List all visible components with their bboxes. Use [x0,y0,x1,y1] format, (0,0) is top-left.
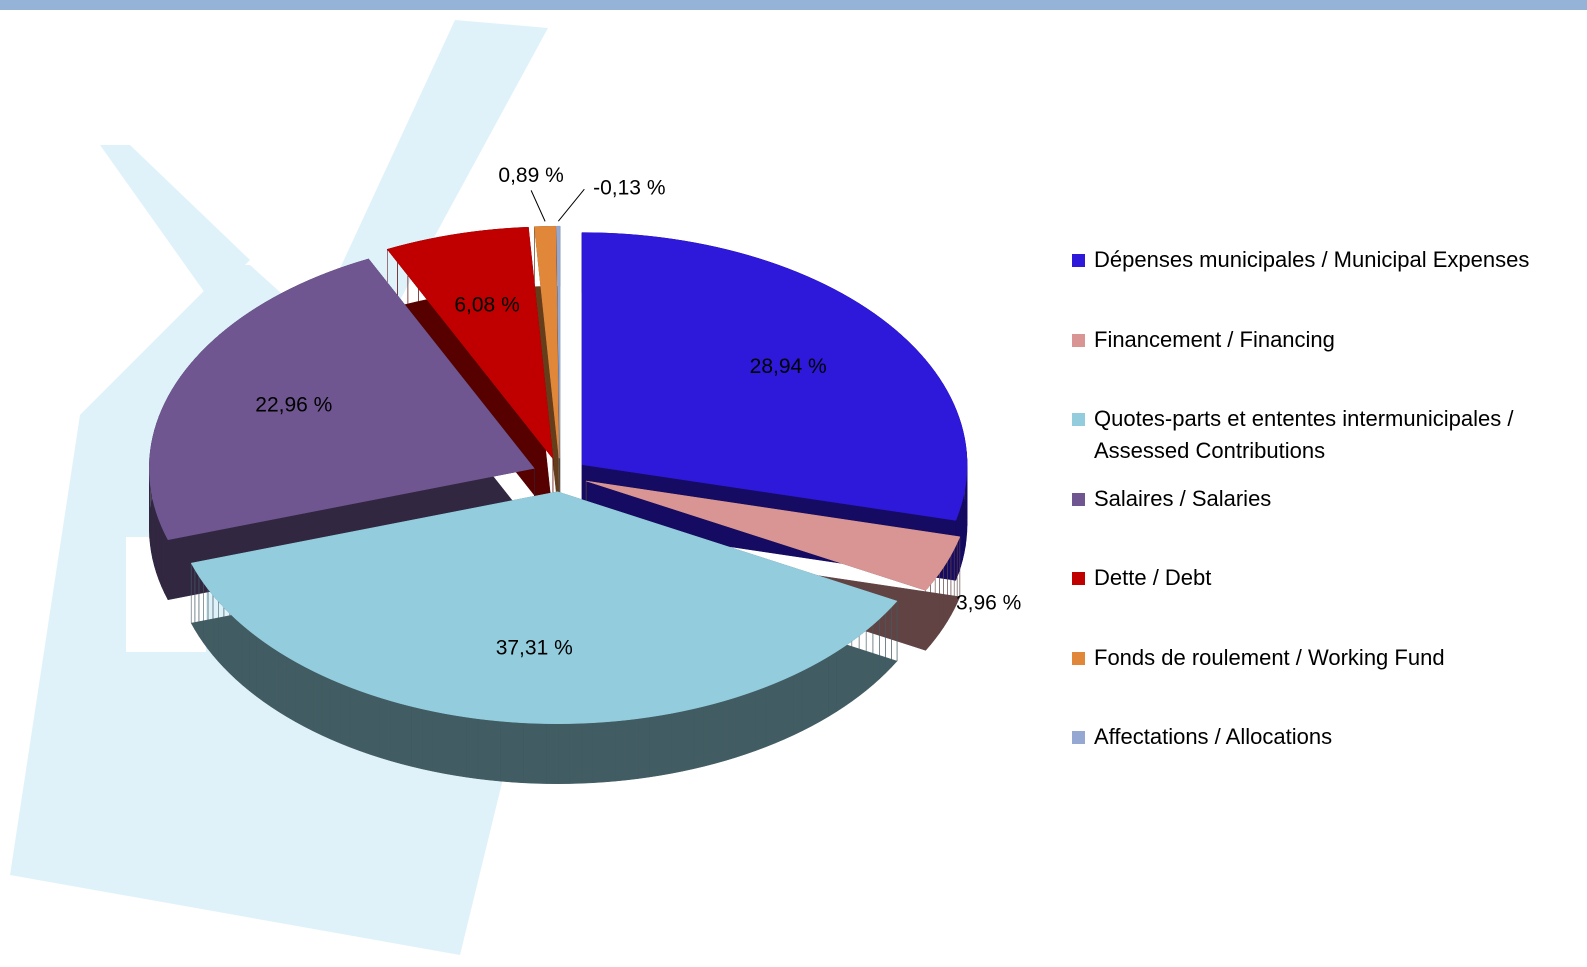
data-label: 3,96 % [956,592,1021,615]
legend-item: Quotes-parts et ententes intermunicipale… [1072,403,1572,467]
legend-swatch [1072,334,1085,347]
legend-swatch [1072,413,1085,426]
page: 28,94 % 3,96 % 37,31 % 22,96 % 6,08 % 0,89 % -… [0,0,1587,967]
legend-swatch [1072,652,1085,665]
data-label: 6,08 % [454,294,519,317]
data-label: 22,96 % [255,394,332,417]
legend-item: Financement / Financing [1072,324,1572,356]
data-label: 0,89 % [498,164,563,187]
legend-label: Salaires / Salaries [1094,486,1271,511]
legend-swatch [1072,493,1085,506]
legend-item: Affectations / Allocations [1072,721,1572,753]
legend-swatch [1072,731,1085,744]
legend-item: Salaires / Salaries [1072,483,1572,515]
legend-label: Financement / Financing [1094,327,1335,352]
legend-item: Dette / Debt [1072,562,1572,594]
data-label: 37,31 % [496,636,573,659]
leader-line [531,190,545,221]
data-label: 28,94 % [750,355,827,378]
legend-label: Quotes-parts et ententes intermunicipale… [1094,406,1513,463]
legend-label: Dette / Debt [1094,565,1211,590]
legend-swatch [1072,572,1085,585]
legend-label: Affectations / Allocations [1094,724,1332,749]
legend-item: Dépenses municipales / Municipal Expense… [1072,244,1572,276]
leader-line [558,189,584,221]
top-bar [0,0,1587,10]
data-label: -0,13 % [593,177,665,200]
legend-item: Fonds de roulement / Working Fund [1072,642,1572,674]
legend-label: Fonds de roulement / Working Fund [1094,645,1445,670]
legend-swatch [1072,254,1085,267]
pie: 28,94 % 3,96 % 37,31 % 22,96 % 6,08 % 0,89 % -… [149,164,1021,784]
legend-label: Dépenses municipales / Municipal Expense… [1094,247,1529,272]
